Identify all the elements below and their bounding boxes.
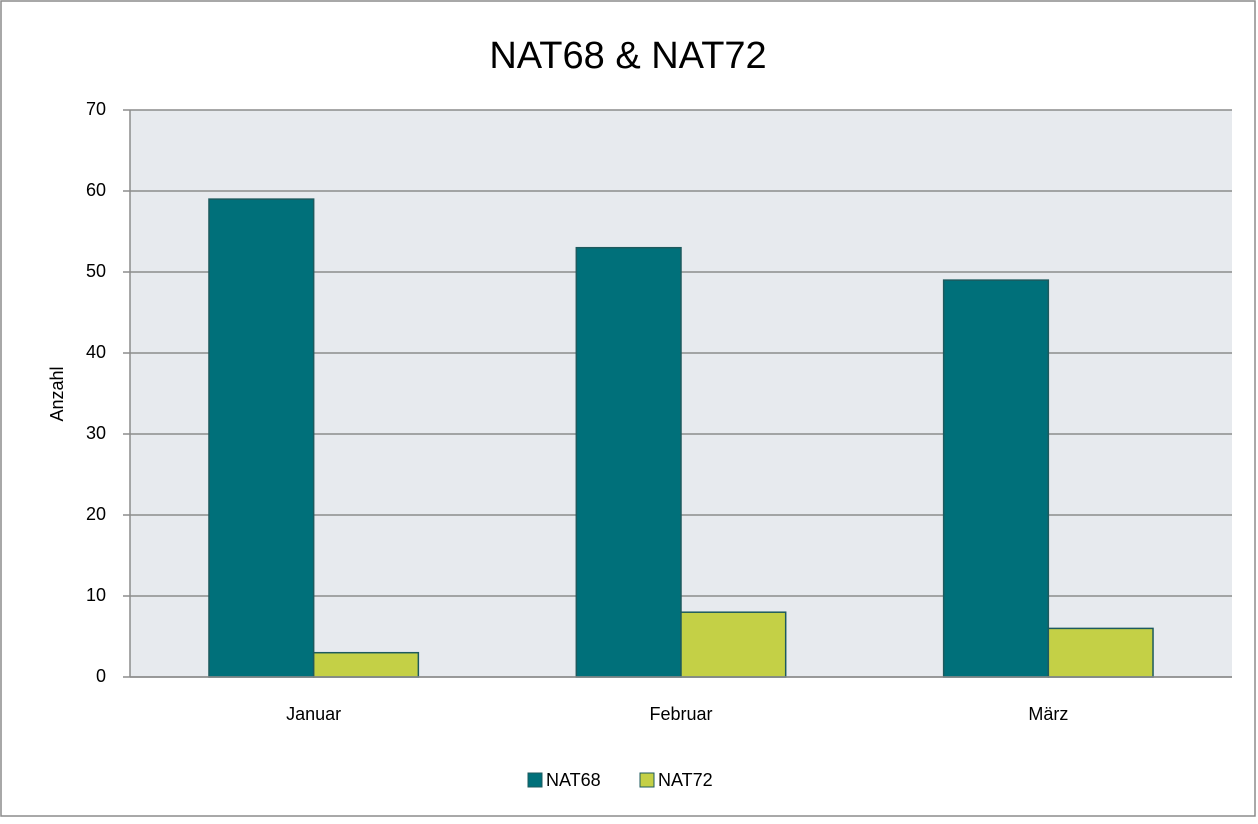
y-tick-label: 60	[86, 180, 106, 200]
x-tick-label: Januar	[286, 704, 341, 724]
legend-label: NAT72	[658, 770, 713, 790]
legend-swatch	[527, 772, 543, 788]
y-tick-label: 20	[86, 504, 106, 524]
y-tick-label: 30	[86, 423, 106, 443]
y-tick-label: 10	[86, 585, 106, 605]
bar	[680, 611, 787, 678]
y-axis-label: Anzahl	[47, 366, 67, 421]
y-tick-label: 50	[86, 261, 106, 281]
bar	[942, 279, 1050, 678]
y-tick-label: 40	[86, 342, 106, 362]
legend-label: NAT68	[546, 770, 601, 790]
x-tick-label: Februar	[649, 704, 712, 724]
bar	[312, 651, 420, 678]
bar	[208, 198, 315, 678]
bar	[575, 246, 682, 678]
chart-title: NAT68 & NAT72	[489, 35, 766, 77]
bar	[1047, 627, 1154, 678]
x-tick-label: März	[1028, 704, 1068, 724]
y-tick-label: 0	[96, 666, 106, 686]
y-tick-label: 70	[86, 99, 106, 119]
legend-swatch	[639, 772, 655, 788]
